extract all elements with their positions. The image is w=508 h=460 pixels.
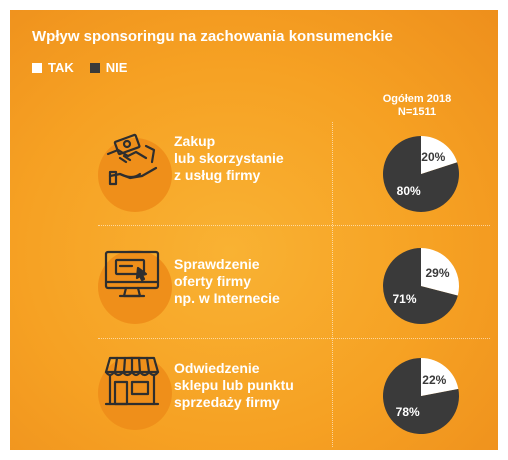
row-label-visit: Odwiedzenie sklepu lub punktu sprzedaży …: [174, 360, 294, 411]
pie-chart-visit: 22% 78%: [383, 358, 460, 434]
row-label-offer: Sprawdzenie oferty firmy np. w Interneci…: [174, 256, 280, 307]
pie-label-nie: 78%: [396, 405, 420, 419]
pie-chart-purchase: 20% 80%: [382, 136, 459, 212]
legend-swatch-tak: [32, 62, 42, 73]
pie-label-tak: 29%: [425, 266, 449, 280]
row-label-line: Odwiedzenie: [174, 360, 260, 376]
money-handshake-icon: [106, 133, 158, 186]
legend-label-nie: NIE: [105, 60, 128, 75]
storefront-icon: [104, 356, 160, 406]
pie-label-tak: 20%: [421, 150, 445, 164]
row-label-line: Zakup: [174, 133, 216, 149]
column-header-n: N=1511: [397, 106, 437, 118]
row-divider: [98, 338, 490, 339]
pie-slice-tak: [421, 136, 458, 174]
legend-item-tak: TAK: [32, 60, 74, 75]
pie-chart-offer: 29% 71%: [383, 248, 460, 324]
legend-item-nie: NIE: [89, 60, 128, 75]
pie-slice-nie: [382, 136, 459, 212]
legend: TAK NIE: [32, 60, 127, 75]
row-label-line: z usług firmy: [174, 167, 261, 183]
legend-swatch-nie: [89, 62, 100, 73]
row-label-line: Sprawdzenie: [174, 256, 260, 272]
row-label-purchase: Zakup lub skorzystanie z usług firmy: [174, 133, 284, 184]
pie-label-nie: 71%: [392, 292, 416, 306]
chart-title: Wpływ sponsoringu na zachowania konsumen…: [32, 28, 393, 45]
row-label-line: oferty firmy: [174, 273, 252, 289]
pie-label-tak: 22%: [422, 373, 446, 387]
pie-slice-nie: [383, 358, 460, 434]
column-header-title: Ogółem 2018: [382, 93, 452, 105]
pie-slice-tak: [421, 358, 459, 396]
column-header: Ogółem 2018 N=1511: [372, 93, 462, 119]
pie-slice-tak: [421, 248, 460, 296]
row-label-line: np. w Internecie: [174, 290, 280, 306]
pie-slice-nie: [383, 248, 458, 324]
row-divider: [98, 225, 490, 226]
row-label-line: sprzedaży firmy: [174, 394, 280, 410]
column-divider: [332, 122, 333, 447]
pie-label-nie: 80%: [397, 184, 421, 198]
infographic-panel: Wpływ sponsoringu na zachowania konsumen…: [10, 10, 498, 450]
computer-monitor-icon: [104, 250, 160, 298]
row-label-line: lub skorzystanie: [174, 150, 284, 166]
legend-label-tak: TAK: [48, 60, 74, 75]
row-label-line: sklepu lub punktu: [174, 377, 294, 393]
